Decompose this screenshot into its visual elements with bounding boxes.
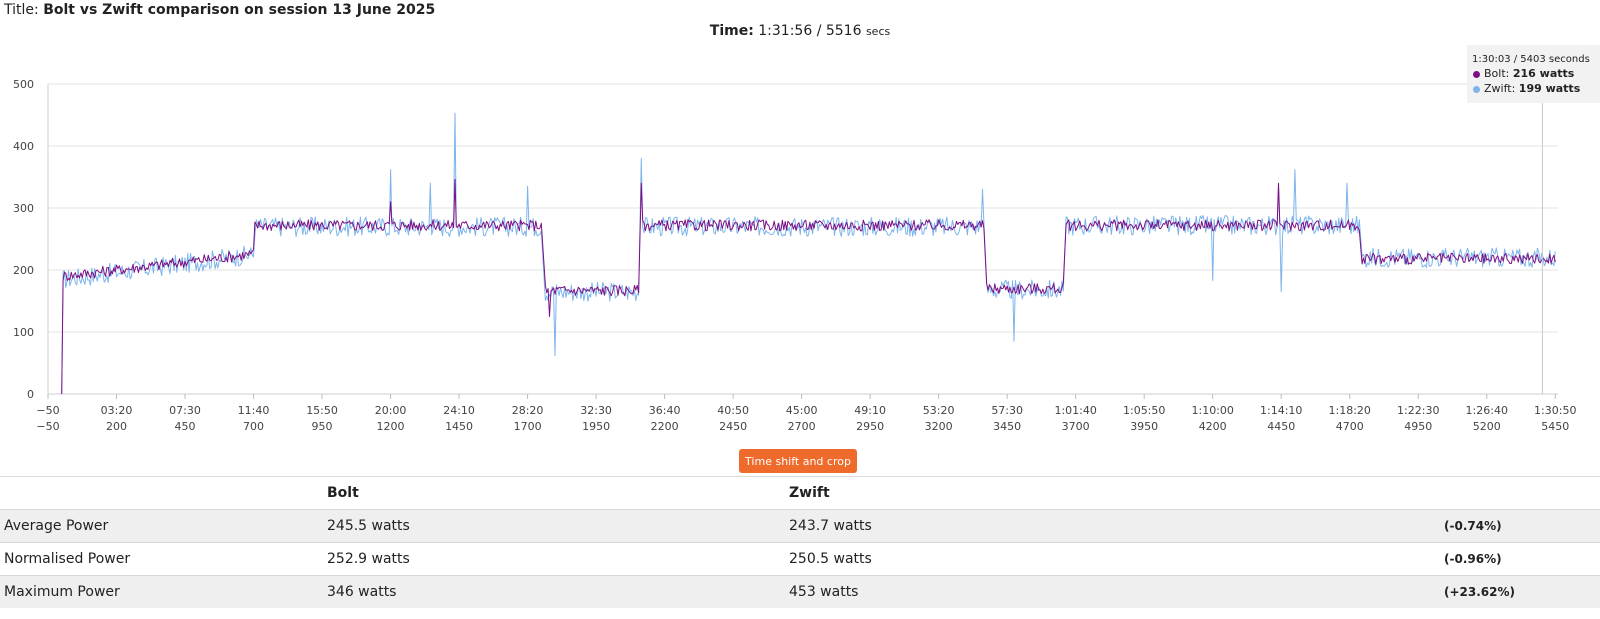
x-tick-label-seconds: 700 [243, 420, 264, 433]
x-tick-label-time: 11:40 [238, 404, 270, 417]
x-tick-label-time: 1:22:30 [1397, 404, 1439, 417]
hover-tooltip: 1:30:03 / 5403 seconds Bolt: 216 watts Z… [1467, 45, 1600, 103]
series-line-zwift [61, 112, 1556, 395]
x-tick-label-time: 57:30 [991, 404, 1023, 417]
tooltip-bolt: Bolt: 216 watts [1473, 67, 1574, 80]
x-tick-label-seconds: 200 [106, 420, 127, 433]
x-tick-label-seconds: 2950 [856, 420, 884, 433]
x-tick-label-time: 1:18:20 [1329, 404, 1371, 417]
x-tick-label-seconds: 1950 [582, 420, 610, 433]
x-tick-label-seconds: 2450 [719, 420, 747, 433]
x-tick-label-time: 15:50 [306, 404, 338, 417]
header-blank [0, 477, 327, 510]
x-tick-label-seconds: 3450 [993, 420, 1021, 433]
diff-value: (+23.62%) [1444, 575, 1600, 608]
time-label: Time: [709, 23, 754, 39]
tooltip-zwift-value: 199 watts [1518, 82, 1581, 95]
x-tick-label-time: 53:20 [923, 404, 955, 417]
tooltip-zwift-name: Zwift [1484, 82, 1512, 95]
x-tick-label-seconds: 4200 [1199, 420, 1227, 433]
zwift-value: 250.5 watts [789, 542, 1444, 576]
tooltip-bolt-name: Bolt [1484, 67, 1506, 80]
y-tick-label: 200 [13, 264, 34, 277]
x-tick-label-time: 45:00 [786, 404, 818, 417]
x-tick-label-seconds: 450 [175, 420, 196, 433]
divider [0, 476, 1600, 477]
x-tick-label-time: 36:40 [649, 404, 681, 417]
x-tick-label-seconds: 950 [312, 420, 333, 433]
zwift-value: 243.7 watts [789, 509, 1444, 543]
zwift-dot-icon [1473, 85, 1480, 93]
zwift-value: 453 watts [789, 575, 1444, 608]
y-tick-label: 400 [13, 140, 34, 153]
tooltip-time: 1:30:03 / 5403 seconds [1472, 54, 1590, 65]
x-tick-label-time: 07:30 [169, 404, 201, 417]
y-tick-label: 500 [13, 78, 34, 91]
row-label: Maximum Power [0, 575, 327, 608]
x-tick-label-time: 28:20 [512, 404, 544, 417]
x-tick-label-time: 49:10 [854, 404, 886, 417]
row-label: Normalised Power [0, 542, 327, 576]
chart-title: Title: Bolt vs Zwift comparison on sessi… [4, 2, 435, 18]
x-tick-label-seconds: 3200 [925, 420, 953, 433]
bolt-dot-icon [1473, 70, 1480, 78]
x-tick-label-seconds: 1700 [514, 420, 542, 433]
x-tick-label-seconds: 1450 [445, 420, 473, 433]
stats-header-row: Bolt Zwift [0, 477, 1600, 510]
y-tick-label: 300 [13, 202, 34, 215]
x-tick-label-seconds: 4700 [1336, 420, 1364, 433]
x-tick-label-time: 1:10:00 [1191, 404, 1233, 417]
x-tick-label-seconds: 5450 [1541, 420, 1569, 433]
header-diff [1444, 477, 1600, 510]
power-chart[interactable]: 0 100 200 300 400 500 −50 −50 03:20 200 07:30 450 11… [0, 40, 1600, 440]
x-tick-label-seconds: 2700 [788, 420, 816, 433]
x-tick-label-time: −50 [36, 404, 59, 417]
x-tick-label-seconds: 4950 [1404, 420, 1432, 433]
tooltip-bolt-value: 216 watts [1512, 67, 1575, 80]
bolt-value: 252.9 watts [327, 542, 789, 576]
table-row: Normalised Power 252.9 watts 250.5 watts… [0, 542, 1600, 576]
x-tick-label-time: 1:05:50 [1123, 404, 1165, 417]
x-tick-label-seconds: 3700 [1062, 420, 1090, 433]
x-tick-label-time: 1:26:40 [1466, 404, 1508, 417]
title-prefix: Title: [4, 2, 39, 18]
x-tick-label-time: 32:30 [580, 404, 612, 417]
x-tick-label-seconds: 1200 [377, 420, 405, 433]
x-tick-label-time: 20:00 [375, 404, 407, 417]
table-row: Average Power 245.5 watts 243.7 watts (-… [0, 509, 1600, 543]
x-tick-label-seconds: 4450 [1267, 420, 1295, 433]
title-text: Bolt vs Zwift comparison on session 13 J… [43, 2, 436, 18]
time-shift-crop-button[interactable]: Time shift and crop [739, 449, 857, 473]
x-tick-label-time: 40:50 [717, 404, 749, 417]
y-tick-label: 100 [13, 326, 34, 339]
bolt-value: 346 watts [327, 575, 789, 608]
x-tick-label-time: 1:14:10 [1260, 404, 1302, 417]
time-secs-value: 5516 [825, 23, 862, 39]
x-tick-label-time: 1:30:50 [1534, 404, 1576, 417]
y-tick-label: 0 [27, 388, 34, 401]
x-tick-label-time: 03:20 [101, 404, 133, 417]
diff-value: (-0.96%) [1444, 542, 1600, 576]
x-tick-label-seconds: 2200 [651, 420, 679, 433]
time-readout: Time: 1:31:56 / 5516 secs [0, 23, 1600, 39]
time-sep: / [816, 23, 822, 39]
tooltip-zwift: Zwift: 199 watts [1473, 82, 1580, 95]
series-line-bolt [61, 179, 1556, 395]
x-tick-label-seconds: 5200 [1473, 420, 1501, 433]
x-tick-label-time: 24:10 [443, 404, 475, 417]
x-tick-label-seconds: −50 [36, 420, 59, 433]
diff-value: (-0.74%) [1444, 509, 1600, 543]
table-row: Maximum Power 346 watts 453 watts (+23.6… [0, 575, 1600, 608]
row-label: Average Power [0, 509, 327, 543]
bolt-value: 245.5 watts [327, 509, 789, 543]
x-tick-label-time: 1:01:40 [1054, 404, 1096, 417]
x-tick-label-seconds: 3950 [1130, 420, 1158, 433]
stats-table: Bolt Zwift Average Power 245.5 watts 243… [0, 477, 1600, 608]
time-secs-unit: secs [865, 25, 891, 38]
header-bolt: Bolt [327, 485, 359, 501]
time-value: 1:31:56 [758, 23, 813, 39]
header-zwift: Zwift [789, 485, 830, 501]
